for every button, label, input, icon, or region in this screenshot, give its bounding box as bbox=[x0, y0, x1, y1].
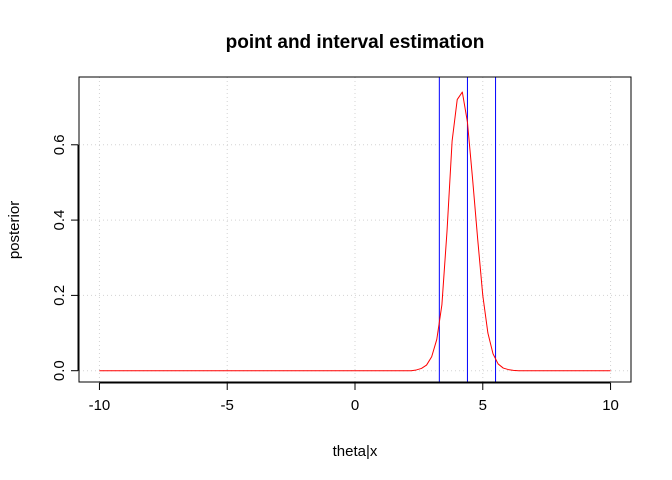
grid bbox=[79, 77, 631, 382]
x-tick-label: 10 bbox=[602, 397, 619, 414]
y-tick-label: 0.2 bbox=[51, 285, 68, 306]
series bbox=[99, 91, 611, 372]
x-axis: -10 -5 0 5 10 bbox=[89, 382, 619, 414]
plot-frame bbox=[78, 76, 632, 383]
y-tick-label: 0.4 bbox=[51, 210, 68, 231]
y-axis-label: posterior bbox=[6, 201, 23, 259]
x-tick-label: 0 bbox=[351, 397, 359, 414]
y-axis: 0.0 0.2 0.4 0.6 bbox=[51, 134, 79, 381]
x-tick-label: -5 bbox=[221, 397, 234, 414]
interval-lines bbox=[438, 77, 497, 382]
x-tick-label: -10 bbox=[89, 397, 111, 414]
x-tick-label: 5 bbox=[479, 397, 487, 414]
y-tick-label: 0.0 bbox=[51, 360, 68, 381]
chart-title: point and interval estimation bbox=[226, 32, 485, 53]
x-axis-label: theta|x bbox=[333, 443, 378, 460]
y-tick-label: 0.6 bbox=[51, 134, 68, 155]
posterior-line bbox=[99, 91, 611, 372]
